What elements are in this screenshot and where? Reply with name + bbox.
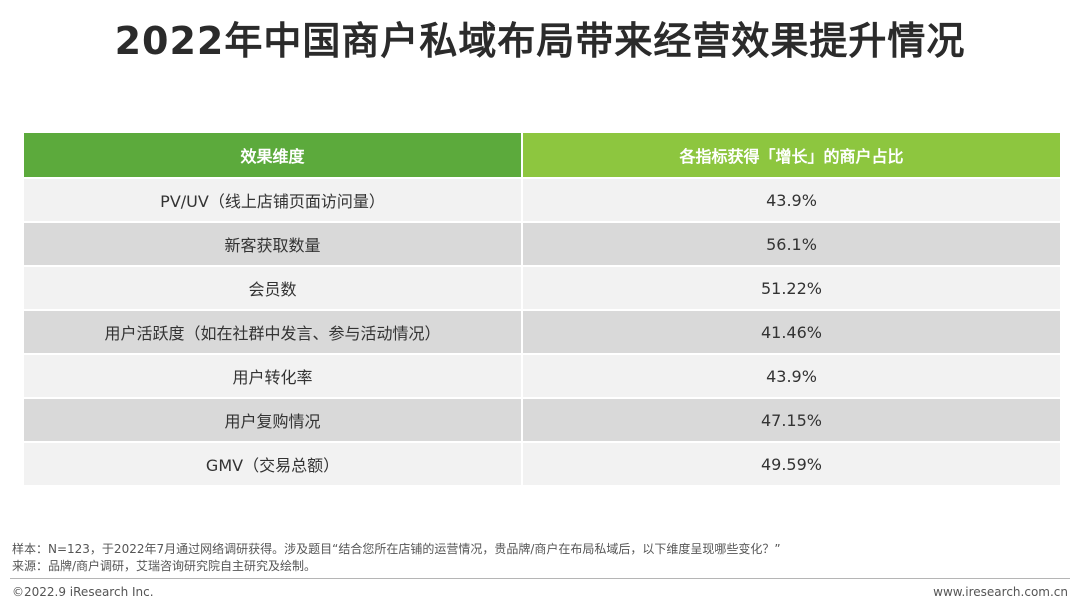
share-cell: 56.1% [523, 223, 1060, 265]
copyright: ©2022.9 iResearch Inc. [12, 585, 154, 599]
share-cell: 43.9% [523, 179, 1060, 221]
sample-note: 样本：N=123，于2022年7月通过网络调研获得。涉及题目“结合您所在店铺的运… [12, 542, 781, 556]
table-header: 效果维度 各指标获得「增长」的商户占比 [24, 133, 1060, 177]
share-cell: 41.46% [523, 311, 1060, 353]
header-dimension: 效果维度 [24, 133, 521, 177]
source-note: 来源：品牌/商户调研，艾瑞咨询研究院自主研究及绘制。 [12, 559, 317, 573]
table-row: GMV（交易总额） 49.59% [24, 443, 1060, 485]
dimension-cell: GMV（交易总额） [24, 443, 521, 485]
website-link[interactable]: www.iresearch.com.cn [933, 585, 1068, 599]
footer-divider [10, 578, 1070, 579]
dimension-cell: 用户活跃度（如在社群中发言、参与活动情况） [24, 311, 521, 353]
dimension-cell: PV/UV（线上店铺页面访问量） [24, 179, 521, 221]
share-cell: 43.9% [523, 355, 1060, 397]
share-cell: 47.15% [523, 399, 1060, 441]
data-table: 效果维度 各指标获得「增长」的商户占比 PV/UV（线上店铺页面访问量） 43.… [24, 133, 1060, 485]
dimension-cell: 用户复购情况 [24, 399, 521, 441]
header-share: 各指标获得「增长」的商户占比 [523, 133, 1060, 177]
page-title: 2022年中国商户私域布局带来经营效果提升情况 [114, 19, 966, 63]
share-cell: 49.59% [523, 443, 1060, 485]
dimension-cell: 用户转化率 [24, 355, 521, 397]
table-row: 用户活跃度（如在社群中发言、参与活动情况） 41.46% [24, 311, 1060, 353]
table-row: PV/UV（线上店铺页面访问量） 43.9% [24, 179, 1060, 221]
table-row: 用户复购情况 47.15% [24, 399, 1060, 441]
dimension-cell: 新客获取数量 [24, 223, 521, 265]
share-cell: 51.22% [523, 267, 1060, 309]
table-row: 用户转化率 43.9% [24, 355, 1060, 397]
dimension-cell: 会员数 [24, 267, 521, 309]
table-row: 会员数 51.22% [24, 267, 1060, 309]
table-row: 新客获取数量 56.1% [24, 223, 1060, 265]
